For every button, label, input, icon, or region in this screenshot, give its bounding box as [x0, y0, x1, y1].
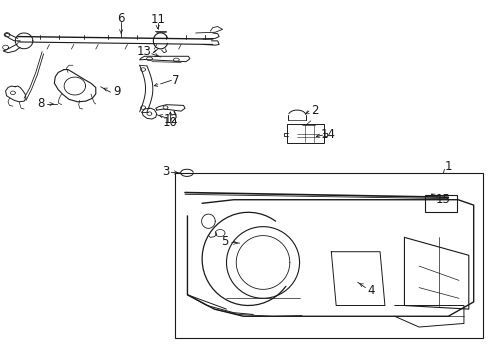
- Text: 4: 4: [367, 284, 374, 297]
- Text: 14: 14: [320, 127, 335, 141]
- Text: 11: 11: [150, 13, 165, 26]
- Text: 10: 10: [163, 116, 178, 129]
- Text: 15: 15: [435, 193, 450, 206]
- Text: 1: 1: [444, 160, 451, 173]
- Text: 13: 13: [137, 45, 152, 58]
- Text: 2: 2: [311, 104, 318, 117]
- Text: 5: 5: [221, 235, 228, 248]
- Text: 8: 8: [38, 98, 45, 111]
- Bar: [424, 195, 456, 212]
- Text: 7: 7: [172, 74, 180, 87]
- Bar: [175, 173, 483, 338]
- Text: 12: 12: [163, 113, 179, 126]
- Text: 3: 3: [162, 165, 169, 178]
- Text: 6: 6: [117, 12, 124, 25]
- Text: 9: 9: [113, 85, 120, 98]
